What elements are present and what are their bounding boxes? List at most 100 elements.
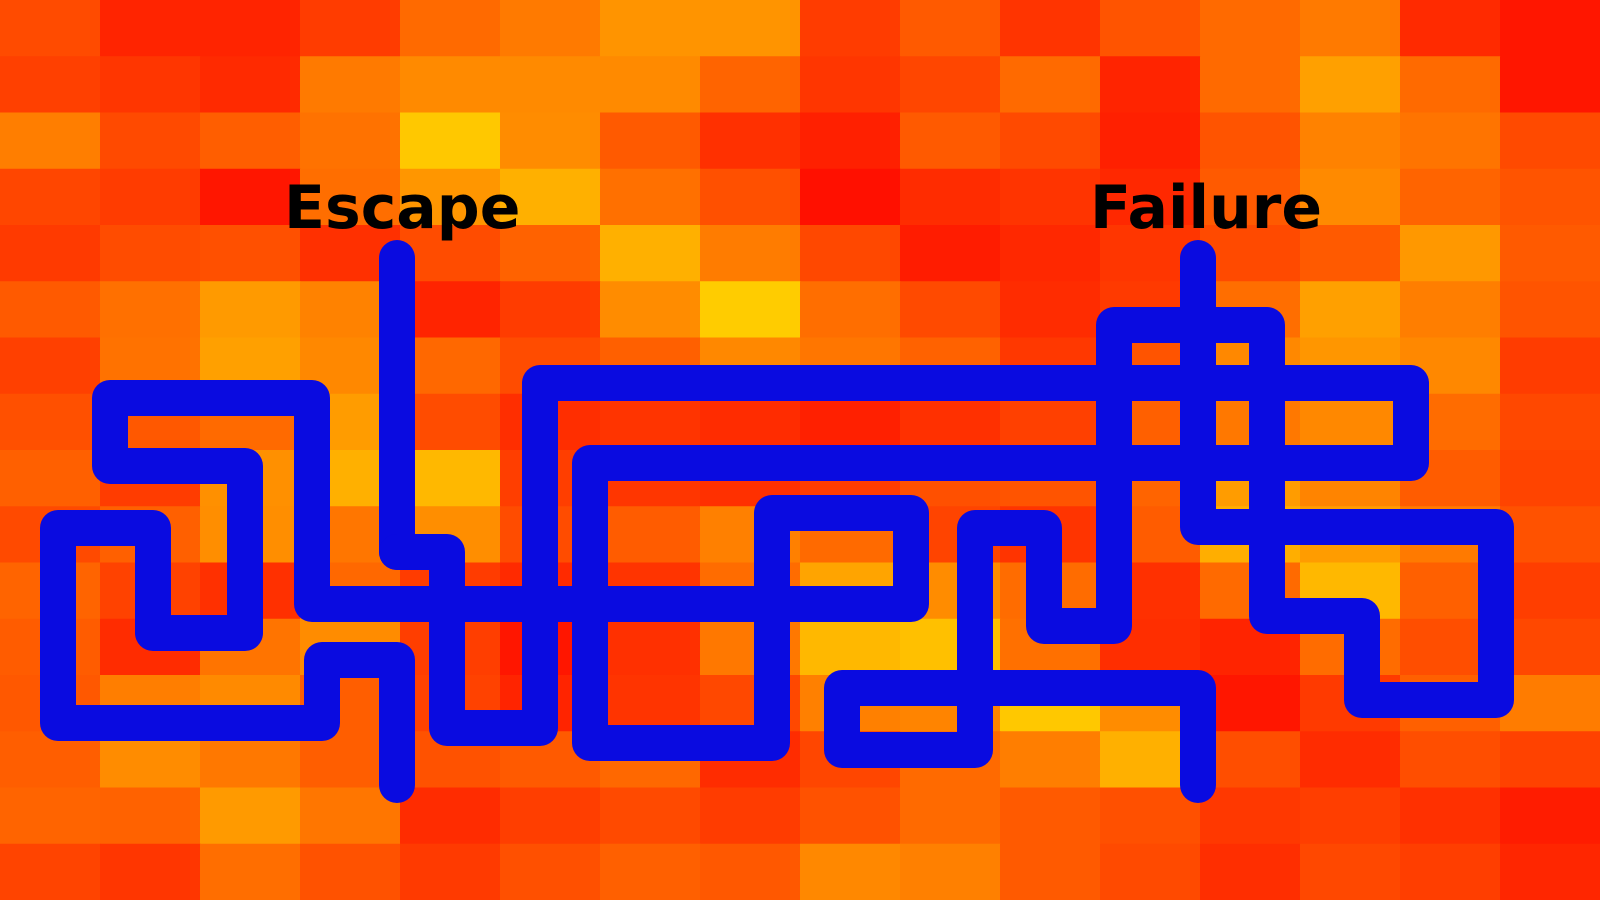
heatmap-cell (700, 168, 801, 226)
heatmap-cell (200, 787, 301, 845)
heatmap-cell (900, 393, 1001, 451)
heatmap-cell (1500, 168, 1600, 226)
heatmap-cell (1400, 225, 1501, 282)
heatmap-cell (800, 393, 901, 451)
heatmap-cell (800, 56, 901, 114)
heatmap-cell (700, 843, 801, 900)
heatmap-cell (1000, 168, 1101, 226)
heatmap-cell (900, 787, 1001, 845)
heatmap-cell (1300, 787, 1401, 845)
heatmap-cell (1300, 281, 1401, 339)
heatmap-cell (400, 787, 501, 845)
heatmap-cell (400, 393, 501, 451)
heatmap-cell (1100, 787, 1201, 845)
heatmap-cell (1400, 112, 1501, 170)
heatmap-cell (1100, 56, 1201, 114)
heatmap-cell (1200, 56, 1301, 114)
heatmap-cell (1000, 281, 1101, 339)
heatmap-cell (300, 0, 401, 57)
heatmap-cell (1500, 562, 1600, 620)
heatmap-cell (1300, 56, 1401, 114)
heatmap-cell (500, 56, 601, 114)
heatmap-cell (900, 281, 1001, 339)
heatmap-cell (1500, 450, 1600, 507)
heatmap-cell (1400, 787, 1501, 845)
heatmap-cell (1300, 731, 1401, 789)
heatmap-cell (0, 337, 101, 395)
heatmap-cell (700, 56, 801, 114)
heatmap-cell (1400, 843, 1501, 900)
heatmap-cell (100, 112, 201, 170)
heatmap-cell (300, 168, 401, 226)
heatmap-cell (200, 281, 301, 339)
heatmap-cell (1500, 675, 1600, 732)
heatmap-cell (700, 787, 801, 845)
heatmap-cell (600, 225, 701, 282)
heatmap-cell (1200, 168, 1301, 226)
heatmap-cell (800, 787, 901, 845)
heatmap-cell (1500, 787, 1600, 845)
heatmap-cell (200, 168, 301, 226)
heatmap-cell (1500, 393, 1600, 451)
heatmap-cell (1200, 731, 1301, 789)
heatmap-cell (0, 56, 101, 114)
heatmap-cell (400, 168, 501, 226)
heatmap-cell (800, 225, 901, 282)
heatmap-cell (800, 0, 901, 57)
heatmap-cell (0, 843, 101, 900)
heatmap-cell (0, 225, 101, 282)
heatmap-cell (100, 787, 201, 845)
heatmap-cell (400, 112, 501, 170)
heatmap-cell (1400, 0, 1501, 57)
heatmap-cell (900, 225, 1001, 282)
heatmap-cell (1400, 731, 1501, 789)
heatmap-cell (1500, 618, 1600, 676)
heatmap-cell (1500, 337, 1600, 395)
heatmap-cell (400, 337, 501, 395)
heatmap-cell (100, 0, 201, 57)
heatmap-cell (700, 225, 801, 282)
heatmap-cell (0, 450, 101, 507)
heatmap-cell (800, 281, 901, 339)
heatmap-cell (1000, 393, 1101, 451)
heatmap-cell (1300, 0, 1401, 57)
heatmap-cell (1300, 393, 1401, 451)
heatmap-cell (1100, 112, 1201, 170)
heatmap-cell (600, 393, 701, 451)
heatmap-cell (0, 0, 101, 57)
heatmap-cell (1100, 843, 1201, 900)
heatmap-cell (1000, 225, 1101, 282)
heatmap-cell (500, 787, 601, 845)
heatmap-cell (300, 112, 401, 170)
heatmap-cell (1200, 0, 1301, 57)
heatmap-cell (800, 168, 901, 226)
heatmap-cell (800, 112, 901, 170)
heatmap-cell (400, 56, 501, 114)
heatmap-cell (700, 0, 801, 57)
heatmap-cell (1300, 168, 1401, 226)
heatmap-cell (1500, 843, 1600, 900)
heatmap-cell (0, 281, 101, 339)
heatmap-cell (1200, 112, 1301, 170)
heatmap-cell (600, 0, 701, 57)
heatmap-cell (300, 843, 401, 900)
heatmap-cell (600, 168, 701, 226)
heatmap-cell (500, 281, 601, 339)
heatmap-cell (600, 618, 701, 676)
heatmap-cell (900, 56, 1001, 114)
escape-label: Escape (284, 173, 521, 243)
heatmap-cell (500, 112, 601, 170)
heatmap-cell (900, 843, 1001, 900)
heatmap-cell (1200, 787, 1301, 845)
heatmap-cell (1000, 843, 1101, 900)
heatmap-cell (1000, 112, 1101, 170)
heatmap-cell (0, 168, 101, 226)
heatmap-cell (1200, 675, 1301, 732)
heatmap-cell (700, 281, 801, 339)
heatmap-cell (1000, 787, 1101, 845)
heatmap-cell (1300, 112, 1401, 170)
heatmap-cell (1100, 168, 1201, 226)
